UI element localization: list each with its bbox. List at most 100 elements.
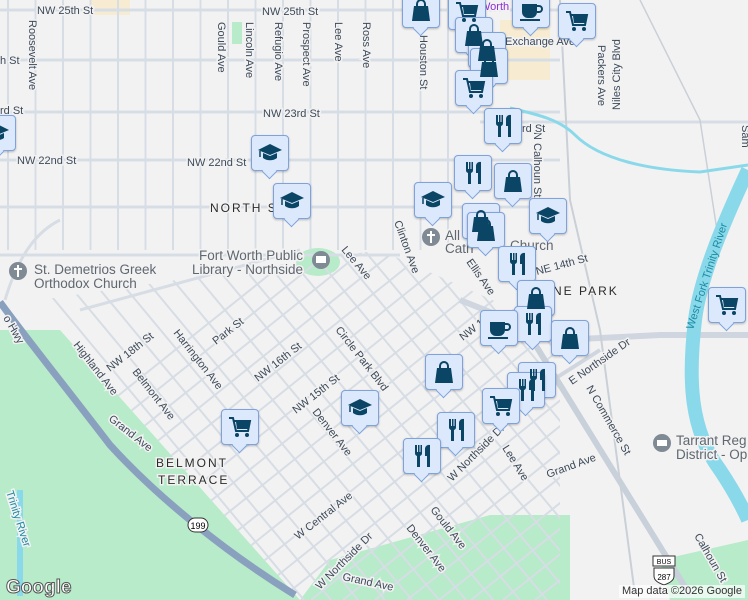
svg-text:Gould Ave: Gould Ave [215, 22, 227, 73]
restaurant-icon [525, 312, 541, 335]
svg-text:N Calhoun St: N Calhoun St [531, 132, 543, 197]
svg-text:NW 25th St: NW 25th St [262, 6, 318, 18]
svg-text:NW 23rd St: NW 23rd St [263, 108, 320, 120]
restaurant-marker[interactable] [454, 155, 492, 191]
svg-text:Library - Northside: Library - Northside [192, 262, 303, 277]
shopping-bag-marker[interactable] [494, 163, 532, 199]
svg-text:Ross Ave: Ross Ave [360, 22, 372, 68]
street [406, 250, 560, 600]
school-marker[interactable] [251, 135, 289, 171]
restaurant-icon [448, 418, 464, 441]
restaurant-icon [518, 378, 534, 401]
school-icon [280, 192, 304, 209]
street [470, 250, 560, 600]
shopping-cart-marker[interactable] [558, 3, 596, 39]
svg-text:Orthodox Church: Orthodox Church [34, 276, 137, 291]
school-icon [421, 191, 445, 208]
street [66, 250, 359, 600]
shopping-cart-marker[interactable] [482, 388, 520, 424]
restaurant-marker[interactable] [403, 438, 441, 474]
school-marker[interactable] [529, 198, 567, 234]
restaurant-icon [465, 161, 481, 184]
svg-text:Worth: Worth [480, 1, 509, 13]
school-marker[interactable] [273, 183, 311, 219]
street [363, 250, 560, 600]
restaurant-marker[interactable] [437, 412, 475, 448]
restaurant-marker[interactable] [514, 306, 552, 342]
shopping-cart-marker[interactable] [221, 409, 259, 445]
school-icon [348, 399, 372, 416]
svg-text:W Central Ave: W Central Ave [292, 490, 355, 543]
shopping-cart-icon [490, 396, 513, 416]
coffee-icon [488, 322, 511, 339]
shopping-bag-icon [412, 0, 430, 21]
svg-text:199: 199 [190, 521, 205, 531]
svg-text:Packers Ave: Packers Ave [595, 45, 607, 106]
shopping-bag-icon [477, 219, 495, 241]
svg-text:TERRACE: TERRACE [158, 473, 229, 487]
shopping-bag-icon [561, 327, 579, 349]
svg-text:NORTH ST: NORTH ST [210, 201, 287, 215]
church-icon [422, 228, 440, 246]
svg-text:rd St: rd St [522, 123, 545, 135]
school-marker[interactable] [414, 182, 452, 218]
svg-text:h St: h St [0, 55, 20, 67]
water [17, 106, 748, 596]
shopping-cart-marker[interactable] [455, 70, 493, 106]
street [374, 250, 560, 600]
shopping-bag-marker[interactable] [402, 0, 440, 28]
svg-text:Lee Ave: Lee Ave [339, 244, 374, 282]
area-labels: BELMONT TERRACE NE PARK [155, 283, 619, 489]
street [444, 250, 560, 600]
svg-text:Houston St: Houston St [417, 35, 429, 89]
svg-text:Sam: Sam [739, 125, 748, 148]
shopping-bag-marker[interactable] [470, 48, 508, 84]
svg-text:Exchange Ave: Exchange Ave [505, 36, 575, 48]
school-icon [0, 125, 9, 140]
highway-199 [0, 299, 297, 598]
coffee-marker[interactable] [512, 0, 550, 28]
street [282, 250, 560, 600]
street [417, 250, 560, 600]
restaurant-marker[interactable] [484, 108, 522, 144]
street [174, 250, 467, 600]
coffee-marker[interactable] [480, 310, 518, 346]
coffee-icon [520, 4, 543, 21]
school-icon [258, 144, 282, 161]
shopping-bag-icon [504, 170, 522, 192]
svg-text:Refugio Ave: Refugio Ave [272, 22, 284, 81]
svg-text:District - Op: District - Op [676, 447, 747, 462]
shopping-bag-marker[interactable] [425, 354, 463, 390]
street [310, 250, 560, 600]
street [40, 250, 397, 600]
svg-text:Grand Ave: Grand Ave [545, 452, 598, 481]
shopping-bag-icon [527, 287, 545, 309]
svg-text:Lee Ave: Lee Ave [499, 443, 530, 483]
restaurant-marker[interactable] [498, 246, 536, 282]
shopping-bag-marker[interactable] [467, 212, 505, 248]
svg-text:NW 25th St: NW 25th St [37, 5, 93, 17]
map-attribution[interactable]: Map data ©2026 Google [618, 585, 745, 598]
restaurant-marker[interactable] [507, 372, 545, 408]
street [40, 250, 365, 600]
svg-text:Niles City Blvd: Niles City Blvd [611, 39, 623, 110]
svg-text:Lincoln Ave: Lincoln Ave [243, 22, 255, 78]
svg-text:NW 22nd St: NW 22nd St [187, 157, 246, 169]
school-marker[interactable] [0, 115, 16, 151]
shopping-cart-icon [463, 78, 486, 98]
school-icon [536, 207, 560, 224]
shopping-cart-icon [716, 295, 739, 315]
school-marker[interactable] [341, 390, 379, 426]
street [120, 250, 413, 600]
shopping-cart-icon [566, 11, 589, 31]
shopping-cart-marker[interactable] [708, 287, 746, 323]
shopping-bag-marker[interactable] [551, 320, 589, 356]
restaurant-icon [509, 252, 525, 275]
svg-text:NW 22nd St: NW 22nd St [17, 155, 76, 167]
svg-text:Lee Ave: Lee Ave [332, 22, 344, 62]
street [147, 250, 440, 600]
street [342, 250, 560, 600]
street [438, 250, 560, 600]
